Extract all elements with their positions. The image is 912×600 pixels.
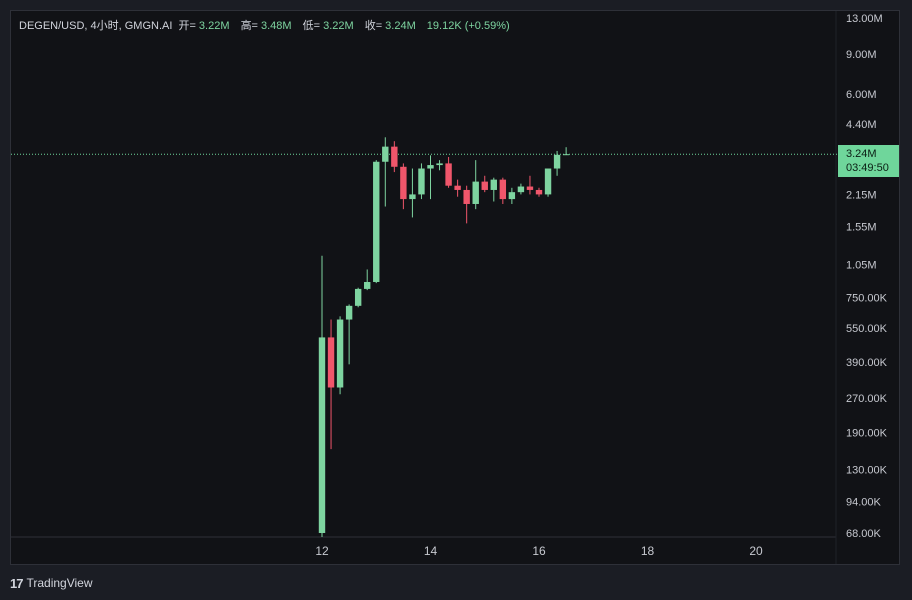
y-tick-label: 13.00M [846,13,883,25]
candle [354,287,362,308]
candle-body [382,146,389,162]
y-tick-label: 750.00K [846,293,888,305]
candle [382,137,389,207]
candle [463,185,470,224]
candle [318,255,326,537]
close-value: 3.24M [385,20,416,32]
candle [445,156,452,188]
y-tick-label: 68.00K [846,528,882,540]
y-tick-label: 6.00M [846,89,877,101]
brand-label[interactable]: TradingView [26,576,93,590]
candle [436,160,443,171]
close-label: 收= [364,20,383,32]
candle [418,163,425,200]
y-tick-label: 1.55M [846,221,877,233]
x-tick-label: 14 [424,544,438,558]
candle-body [354,288,362,306]
candle [400,163,407,210]
open-label: 开= [178,20,196,32]
bar-countdown: 03:49:50 [846,162,889,174]
candle [535,187,543,197]
open-value: 3.22M [198,20,230,32]
high-label: 高= [240,20,258,32]
candle [345,304,353,365]
x-axis[interactable]: 12 14 16 18 20 [11,11,837,564]
x-tick-label: 20 [749,544,763,558]
candle-body [454,185,461,190]
candle [499,177,507,204]
candle [562,147,570,156]
candle-body [544,168,552,195]
candle-body [445,163,452,186]
candle-body [517,186,525,193]
candle [409,168,416,218]
candle [454,179,461,197]
y-tick-label: 2.15M [846,189,877,201]
y-tick-label: 130.00K [846,464,888,476]
y-tick-label: 270.00K [846,393,888,405]
candle [327,319,335,450]
last-price-tag: 3.24M 03:49:50 [838,145,899,177]
y-tick-label: 390.00K [846,357,888,369]
candle-body [336,319,344,388]
candle [508,187,516,204]
x-tick-label: 12 [315,544,329,558]
candle-body [562,154,570,156]
candle-body [364,281,371,289]
candle [373,160,380,284]
candle-body [490,179,497,190]
y-tick-label: 550.00K [846,323,888,335]
y-tick-label: 4.40M [846,119,877,131]
change-value: 19.12K (+0.59%) [426,20,510,32]
y-tick-label: 1.05M [846,260,877,272]
candle [481,175,488,193]
candle-body [499,179,507,200]
candle [490,177,497,202]
low-label: 低= [302,20,321,32]
low-value: 3.22M [323,20,354,32]
candle [517,183,525,195]
candle-body [345,305,353,320]
candle-body [436,163,443,166]
candle-body [481,181,488,190]
candle-body [391,146,398,167]
candle-body [418,168,425,195]
candle-body [535,189,543,195]
candle-body [318,337,326,533]
chart-frame[interactable]: 13.00M 9.00M 6.00M 4.40M 2.15M 1.55M 1.05M 750.… [10,10,900,565]
ohlc-legend: DEGEN/USD, 4小时, GMGN.AI 开= 3.22M 高= 3.48M … [19,17,518,33]
candle-body [400,166,407,200]
y-tick-label: 9.00M [846,49,877,61]
y-tick-label: 94.00K [846,496,882,508]
tradingview-logo-icon[interactable]: 17 [10,575,24,591]
x-tick-label: 16 [532,544,546,558]
candle [336,316,344,395]
candle-body [373,161,380,282]
candle-body [427,165,434,169]
candle [391,141,398,173]
candle [544,168,552,197]
candle [427,155,434,200]
candle-body [463,189,470,204]
last-price-value: 3.24M [846,148,877,160]
footer: 17 TradingView [10,574,93,592]
y-tick-label: 190.00K [846,427,888,439]
candle [364,269,371,291]
x-tick-label: 18 [641,544,655,558]
candle-body [472,181,479,204]
symbol-label[interactable]: DEGEN/USD, 4小时, GMGN.AI [19,20,173,32]
candle-body [327,337,335,388]
candle [526,175,534,195]
high-value: 3.48M [261,20,292,32]
candle-body [553,154,561,169]
candlestick-series [318,137,570,537]
candle-body [526,186,534,190]
candle-body [409,194,416,200]
candle [553,150,561,176]
candle-body [508,192,516,200]
chart-canvas[interactable]: 13.00M 9.00M 6.00M 4.40M 2.15M 1.55M 1.05M 750.… [11,11,899,564]
y-axis[interactable]: 13.00M 9.00M 6.00M 4.40M 2.15M 1.55M 1.05M 750.… [846,13,888,540]
candle [472,160,479,210]
